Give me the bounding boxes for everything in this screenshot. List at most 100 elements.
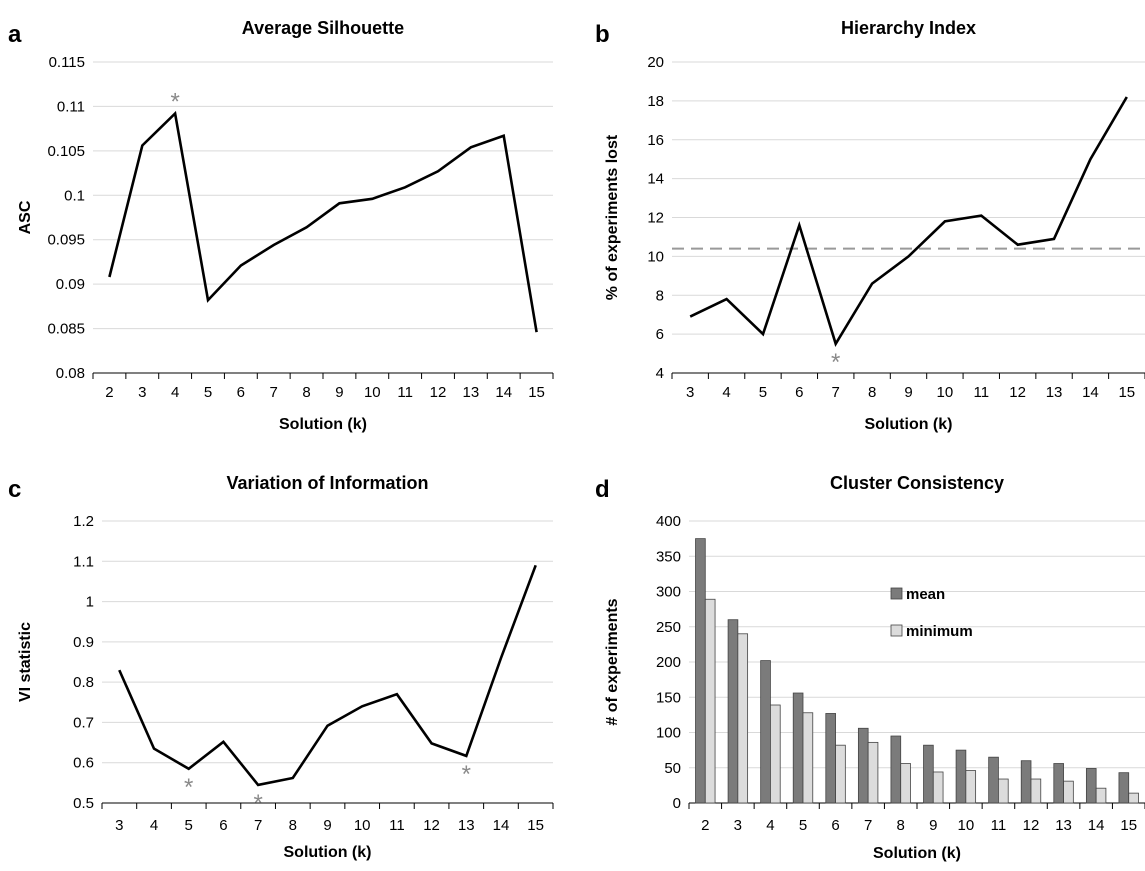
significance-star: * [831,349,840,376]
bar-minimum [1096,788,1106,803]
bar-minimum [966,771,976,803]
y-tick-label: 350 [656,548,681,565]
legend-swatch-mean [891,588,902,599]
x-tick-label: 13 [1055,817,1072,834]
x-tick-label: 14 [495,384,512,401]
y-tick-label: 0.115 [49,54,85,71]
bar-minimum [933,772,943,803]
x-tick-label: 6 [219,817,227,834]
x-tick-label: 2 [105,384,113,401]
x-tick-label: 3 [734,817,742,834]
x-tick-label: 7 [864,817,872,834]
y-tick-label: 0.7 [73,714,94,731]
y-tick-label: 0.085 [47,321,85,338]
x-tick-label: 3 [686,384,694,401]
legend-swatch-minimum [891,625,902,636]
y-tick-label: 150 [656,689,681,706]
y-tick-label: 20 [647,54,664,71]
bar-minimum [1064,781,1074,803]
y-tick-label: 14 [647,171,664,188]
x-tick-label: 14 [1082,384,1099,401]
bar-mean [989,757,999,803]
x-tick-label: 9 [323,817,331,834]
x-tick-label: 7 [832,384,840,401]
x-tick-label: 3 [138,384,146,401]
y-tick-label: 0.6 [73,755,94,772]
bar-minimum [836,745,846,803]
x-tick-label: 9 [335,384,343,401]
x-tick-label: 13 [1046,384,1063,401]
y-tick-label: 0.8 [73,674,94,691]
x-tick-label: 12 [1023,817,1040,834]
bar-minimum [738,634,748,803]
x-tick-label: 5 [799,817,807,834]
x-tick-label: 14 [493,817,510,834]
x-tick-label: 10 [937,384,954,401]
significance-star: * [253,790,262,817]
y-tick-label: 0.1 [64,187,85,204]
bar-minimum [868,742,878,803]
x-tick-label: 15 [1118,384,1135,401]
x-tick-label: 9 [929,817,937,834]
chart-title: Cluster Consistency [830,473,1004,493]
bar-mean [1021,761,1031,803]
x-axis-label: Solution (k) [865,416,953,433]
bar-mean [1086,768,1096,803]
x-tick-label: 14 [1088,817,1105,834]
y-tick-label: 200 [656,654,681,671]
significance-star: * [462,761,471,788]
y-tick-label: 100 [656,725,681,742]
x-tick-label: 5 [759,384,767,401]
bar-minimum [1031,779,1041,803]
y-tick-label: 6 [656,326,664,343]
y-axis-label: ASC [17,200,34,234]
bar-mean [696,539,706,803]
y-tick-label: 0.9 [73,634,94,651]
x-tick-label: 2 [701,817,709,834]
x-tick-label: 13 [458,817,475,834]
series-line [109,114,536,333]
panel-c: c Variation of Information 0.5 0.6 0.7 0.8 0.9… [8,473,553,861]
significance-star: * [184,774,193,801]
bar-mean [793,693,803,803]
y-tick-label: 0.5 [73,795,94,812]
x-tick-label: 3 [115,817,123,834]
x-tick-label: 7 [270,384,278,401]
series-line [119,565,535,785]
x-tick-label: 11 [973,384,989,401]
x-tick-label: 11 [397,384,413,401]
y-tick-label: 12 [647,210,664,227]
bar-mean [728,620,738,803]
chart-title: Hierarchy Index [841,18,976,38]
x-tick-label: 15 [528,384,545,401]
y-tick-label: 0 [673,795,681,812]
x-tick-label: 4 [722,384,730,401]
y-tick-label: 1.2 [73,513,94,530]
y-axis-label: VI statistic [17,622,34,702]
x-axis-label: Solution (k) [279,416,367,433]
x-tick-label: 10 [364,384,381,401]
y-tick-label: 50 [664,760,681,777]
x-tick-label: 8 [289,817,297,834]
y-tick-label: 0.08 [56,365,85,382]
y-tick-label: 0.105 [47,143,85,160]
x-tick-label: 11 [991,817,1007,834]
y-tick-label: 250 [656,619,681,636]
panel-letter: c [8,476,21,503]
y-tick-label: 10 [647,248,664,265]
y-axis-label: % of experiments lost [604,134,621,300]
legend-label-minimum: minimum [906,623,973,640]
y-tick-label: 0.095 [47,232,85,249]
bar-mean [891,736,901,803]
chart-title: Variation of Information [226,473,428,493]
legend-label-mean: mean [906,586,945,603]
bar-mean [761,661,771,803]
y-tick-label: 18 [647,93,664,110]
bar-minimum [1129,793,1139,803]
bar-minimum [803,713,813,803]
y-axis-label: # of experiments [604,598,621,725]
panel-letter: a [8,21,22,48]
